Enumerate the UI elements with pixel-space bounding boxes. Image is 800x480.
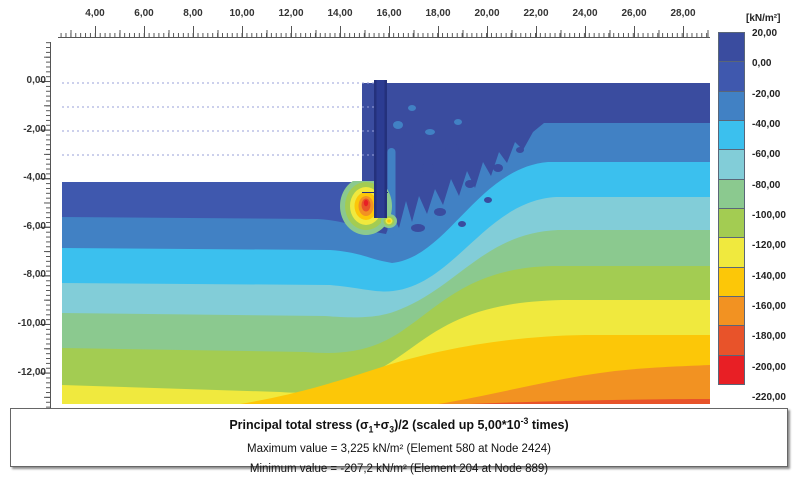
left-ruler-tick-label: -8,00 — [23, 269, 46, 281]
legend-tick-label: 0,00 — [752, 58, 772, 70]
top-ruler-tick-label: 6,00 — [134, 8, 154, 19]
left-ruler-tick-label: -12,00 — [17, 366, 46, 378]
legend-tick-label: -120,00 — [752, 240, 786, 252]
top-ruler-tick-label: 28,00 — [670, 8, 696, 19]
legend-swatch — [718, 266, 745, 297]
mottled-zone — [387, 105, 524, 236]
top-ruler-tick-label: 26,00 — [621, 8, 647, 19]
left-ruler-tick-label: 0,00 — [26, 75, 46, 86]
contour-band--160--180 — [438, 365, 710, 404]
legend-tick-label: -100,00 — [752, 209, 786, 221]
legend-swatch — [718, 149, 745, 180]
left-ruler — [40, 42, 51, 410]
legend-swatch — [718, 90, 745, 121]
top-ruler-tick-label: 12,00 — [278, 8, 304, 19]
top-ruler-tick-label: 16,00 — [376, 8, 402, 19]
caption-min-value: Minimum value = -207,2 kN/m² (Element 20… — [249, 462, 549, 475]
caption-title: Principal total stress (σ1+σ3)/2 (scaled… — [229, 416, 569, 435]
top-ruler-tick-label: 10,00 — [229, 8, 255, 19]
legend-unit-label: [kN/m²] — [746, 13, 781, 24]
top-ruler-tick-label: 4,00 — [85, 8, 105, 19]
legend-tick-label: -60,00 — [752, 149, 781, 161]
top-ruler — [58, 26, 710, 38]
legend-swatch — [718, 207, 745, 239]
legend-tick-label: -200,00 — [752, 361, 786, 373]
top-ruler-tick-label: 18,00 — [425, 8, 451, 19]
top-ruler-tick-label: 24,00 — [572, 8, 598, 19]
legend-tick-label: -140,00 — [752, 270, 786, 282]
legend-tick-label: -220,00 — [752, 391, 786, 403]
legend-swatch — [718, 119, 745, 151]
legend-swatch — [718, 354, 745, 385]
legend-swatches — [718, 32, 745, 385]
legend: [kN/m²] 20,00 0,00 -20,00 -40,00 -60,00 -80,0… — [718, 13, 786, 403]
left-ruler-tick-label: -2,00 — [23, 123, 46, 135]
legend-tick-label: -40,00 — [752, 118, 781, 130]
legend-tick-label: -20,00 — [752, 88, 781, 100]
legend-swatch — [718, 178, 745, 209]
caption-box: Principal total stress (σ1+σ3)/2 (scaled… — [10, 408, 788, 475]
legend-swatch — [718, 325, 745, 356]
legend-tick-label: -160,00 — [752, 300, 786, 312]
legend-tick-label: -180,00 — [752, 331, 786, 343]
legend-tick-label: -80,00 — [752, 179, 781, 191]
legend-swatch — [718, 61, 745, 92]
legend-swatch — [718, 237, 745, 268]
top-ruler-tick-label: 14,00 — [327, 8, 353, 19]
legend-swatch — [718, 295, 745, 327]
left-ruler-tick-label: -6,00 — [23, 220, 46, 232]
stage-dashed-lines — [62, 82, 374, 156]
legend-swatch — [718, 32, 745, 63]
legend-tick-label: 20,00 — [752, 28, 778, 39]
top-ruler-tick-label: 20,00 — [474, 8, 500, 19]
contour-band--180--200 — [468, 399, 710, 404]
top-ruler-tick-label: 8,00 — [183, 8, 203, 19]
top-ruler-tick-label: 22,00 — [523, 8, 549, 19]
caption-max-value: Maximum value = 3,225 kN/m² (Element 580… — [247, 442, 551, 455]
left-ruler-tick-label: -10,00 — [17, 318, 46, 329]
retaining-wall — [374, 80, 387, 218]
left-ruler-tick-label: -4,00 — [23, 172, 46, 184]
